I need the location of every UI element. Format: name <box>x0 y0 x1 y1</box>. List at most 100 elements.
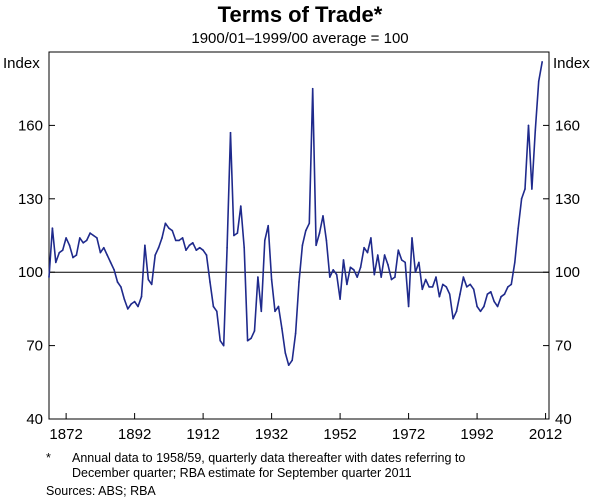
data-point <box>79 237 81 239</box>
data-point <box>287 364 290 366</box>
data-point <box>168 227 170 229</box>
y-tick-label-left: 40 <box>26 411 43 428</box>
x-tick-label: 1892 <box>118 426 151 443</box>
data-point <box>500 295 502 298</box>
data-point <box>418 261 420 264</box>
data-point <box>459 293 461 296</box>
data-point <box>267 224 269 227</box>
footnote: * Annual data to 1958/59, quarterly data… <box>46 451 465 481</box>
data-point <box>216 310 218 313</box>
data-point <box>414 271 417 274</box>
data-point <box>363 246 365 249</box>
data-point <box>51 227 54 229</box>
y-tick-label-right: 130 <box>555 191 580 208</box>
terms-of-trade-chart: 40 70 100 130 160 40 70 100 130 160 1872 1892 1912… <box>3 51 590 443</box>
data-point <box>236 232 239 234</box>
data-point <box>171 229 174 232</box>
data-point <box>390 278 393 281</box>
data-point <box>537 80 540 83</box>
data-point <box>198 246 201 249</box>
data-point <box>397 249 400 251</box>
y-axis-label-left: Index <box>3 55 40 72</box>
data-point <box>435 276 437 278</box>
data-point <box>219 339 222 342</box>
data-point <box>469 283 472 286</box>
data-point <box>178 239 180 242</box>
data-point <box>322 215 324 217</box>
data-point <box>462 276 465 278</box>
data-point <box>380 276 382 278</box>
data-point <box>311 87 314 90</box>
data-point <box>376 254 379 256</box>
data-point <box>284 352 287 354</box>
data-point <box>342 259 345 261</box>
data-point <box>120 286 122 288</box>
data-point <box>113 268 115 271</box>
data-point <box>126 308 129 310</box>
data-point <box>192 242 194 244</box>
data-point <box>332 268 335 271</box>
data-point <box>174 239 177 242</box>
data-point <box>476 305 478 308</box>
data-point <box>212 305 215 308</box>
data-point <box>123 298 126 300</box>
data-point <box>195 249 198 251</box>
data-point <box>315 244 317 247</box>
data-point <box>281 327 283 330</box>
data-point <box>205 254 208 256</box>
data-point <box>96 237 98 239</box>
data-point <box>291 359 293 362</box>
data-point <box>510 283 513 286</box>
data-point <box>82 242 85 244</box>
data-point <box>387 264 389 266</box>
y-tick-label-right: 160 <box>555 117 580 134</box>
data-point <box>431 286 434 288</box>
data-point <box>239 205 242 207</box>
data-point <box>421 288 424 291</box>
y-tick-label-right: 70 <box>555 338 572 355</box>
data-point <box>202 249 204 251</box>
data-point <box>222 344 225 347</box>
data-point <box>442 283 444 286</box>
data-point <box>246 339 249 342</box>
footnote-text-line-2: December quarter; RBA estimate for Septe… <box>72 466 412 480</box>
data-point <box>144 244 146 247</box>
data-point <box>68 244 71 247</box>
data-point <box>359 266 362 269</box>
data-point <box>527 124 530 127</box>
data-point <box>452 317 454 320</box>
data-point <box>253 330 256 332</box>
data-point <box>277 305 280 308</box>
terms-of-trade-line <box>48 61 543 367</box>
footnote-mark: * <box>46 451 51 465</box>
data-point <box>243 246 246 249</box>
data-point <box>486 293 489 296</box>
data-point <box>270 278 273 281</box>
x-tick-label: 1872 <box>49 426 82 443</box>
x-tick-label: 1952 <box>323 426 356 443</box>
data-point <box>260 310 263 313</box>
data-point <box>229 131 232 134</box>
data-point <box>157 246 160 249</box>
data-point <box>352 268 355 271</box>
x-tick-label: 1932 <box>255 426 288 443</box>
chart-title: Terms of Trade* <box>217 2 383 27</box>
x-tick-label: 1972 <box>392 426 425 443</box>
y-tick-label-right: 100 <box>555 264 580 281</box>
data-point <box>263 239 266 242</box>
data-point <box>65 237 67 239</box>
data-point <box>335 273 338 276</box>
data-point <box>85 239 88 242</box>
data-point <box>455 310 458 313</box>
data-point <box>366 251 369 254</box>
data-point <box>233 234 235 237</box>
data-point <box>58 251 61 254</box>
y-tick-label-left: 70 <box>26 338 43 355</box>
footnote-text-line-1: Annual data to 1958/59, quarterly data t… <box>72 451 466 465</box>
data-point <box>109 261 112 264</box>
data-point <box>493 300 496 303</box>
data-point <box>250 337 252 340</box>
data-point <box>448 293 451 296</box>
data-point <box>188 244 191 247</box>
data-point <box>513 261 516 264</box>
